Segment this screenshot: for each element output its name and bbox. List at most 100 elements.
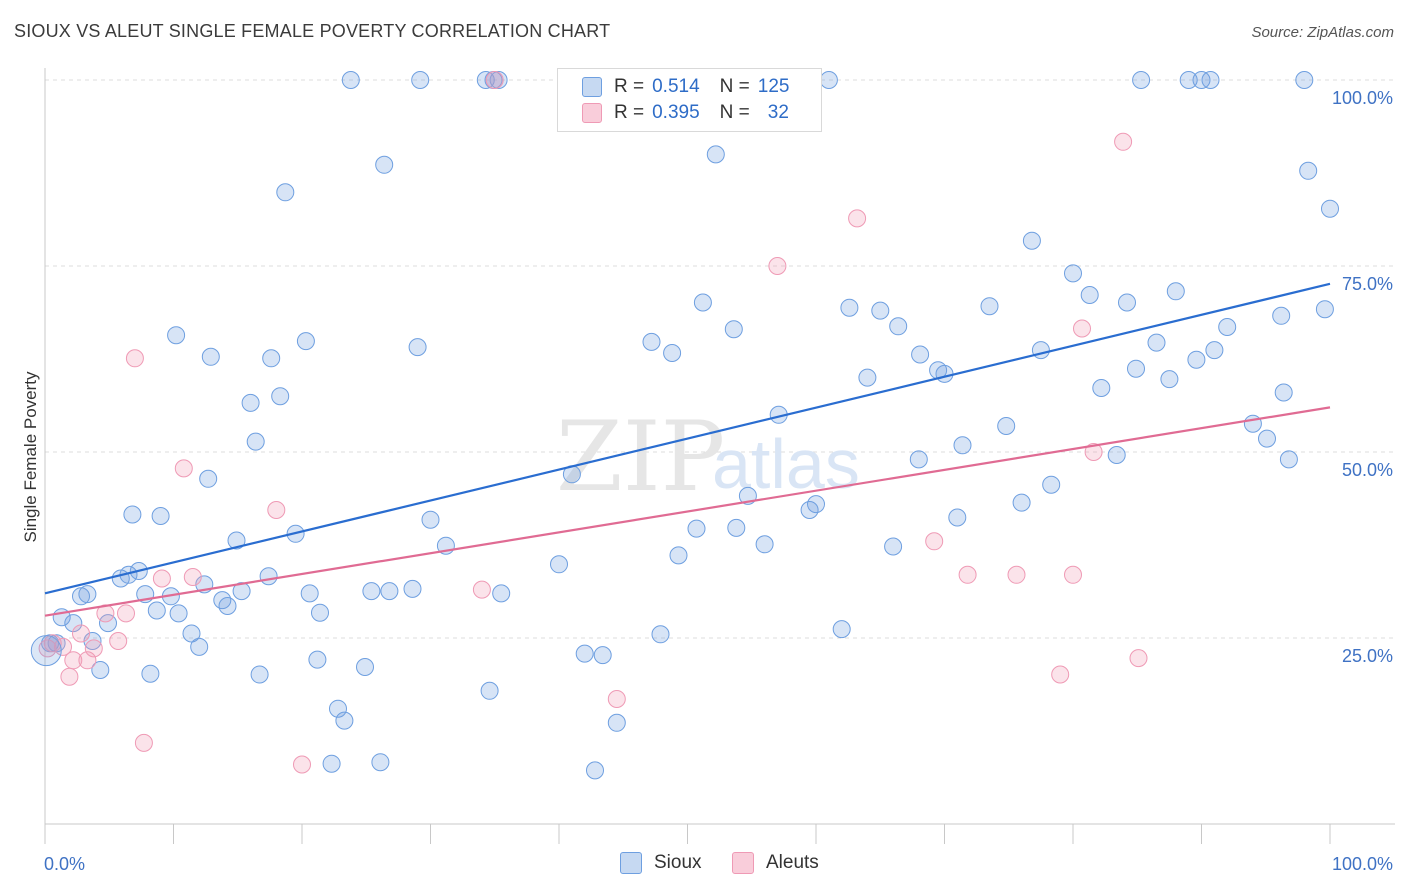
data-point-sioux xyxy=(78,585,97,604)
data-point-sioux xyxy=(190,637,209,656)
data-point-sioux xyxy=(489,71,508,89)
tick-labels: 25.0% 50.0% 75.0% 100.0% 0.0% 100.0% xyxy=(44,88,1393,874)
data-point-sioux xyxy=(246,432,265,451)
data-point-sioux xyxy=(1279,450,1298,469)
watermark-atlas: atlas xyxy=(712,425,860,503)
data-point-aleuts xyxy=(125,349,144,368)
data-point-sioux xyxy=(335,711,354,730)
y-axis-label: Single Female Poverty xyxy=(21,371,40,543)
data-point-aleuts xyxy=(84,639,103,658)
data-point-sioux xyxy=(1022,231,1041,250)
data-point-sioux xyxy=(1107,446,1126,464)
data-point-sioux xyxy=(1042,475,1061,494)
data-point-sioux xyxy=(227,531,246,550)
legend-n-value-sioux: 125 xyxy=(757,76,790,97)
data-point-sioux xyxy=(296,332,315,351)
data-point-sioux xyxy=(1064,264,1082,283)
data-point-aleuts xyxy=(117,604,135,623)
data-point-sioux xyxy=(30,635,62,667)
data-point-sioux xyxy=(1299,161,1318,180)
data-point-aleuts xyxy=(607,690,626,708)
data-point-sioux xyxy=(693,293,712,312)
data-point-sioux xyxy=(403,579,422,598)
data-point-aleuts xyxy=(134,733,153,752)
data-point-aleuts xyxy=(1007,565,1026,584)
data-point-aleuts xyxy=(78,651,97,670)
data-point-sioux xyxy=(1166,282,1185,301)
data-point-sioux xyxy=(311,603,329,622)
data-point-sioux xyxy=(322,754,341,773)
data-point-sioux xyxy=(375,155,394,174)
data-point-sioux xyxy=(213,591,232,610)
data-point-aleuts xyxy=(1114,132,1133,151)
data-point-sioux xyxy=(151,507,170,525)
chart-title: SIOUX VS ALEUT SINGLE FEMALE POVERTY COR… xyxy=(14,21,611,41)
data-point-sioux xyxy=(909,450,928,469)
data-point-aleuts xyxy=(472,580,491,599)
data-point-sioux xyxy=(421,510,440,529)
data-point-sioux xyxy=(1295,71,1314,89)
data-point-sioux xyxy=(586,761,604,780)
data-point-sioux xyxy=(840,298,859,317)
data-point-aleuts xyxy=(293,755,311,774)
data-point-sioux xyxy=(1315,300,1334,319)
data-point-sioux xyxy=(169,604,188,623)
data-point-sioux xyxy=(1080,286,1099,304)
data-point-sioux xyxy=(341,71,360,89)
data-point-sioux xyxy=(1205,341,1224,360)
data-point-aleuts xyxy=(1129,649,1148,668)
bottom-legend-label-sioux: Sioux xyxy=(654,852,702,873)
data-point-aleuts xyxy=(72,624,90,643)
x-tick-label-end: 100.0% xyxy=(1332,854,1393,874)
data-point-sioux xyxy=(663,344,682,362)
data-point-sioux xyxy=(250,665,269,684)
data-point-sioux xyxy=(1274,383,1293,402)
bottom-legend-swatch-sioux xyxy=(620,852,642,874)
data-point-sioux xyxy=(1092,379,1111,397)
data-point-sioux xyxy=(182,624,201,643)
data-point-sioux xyxy=(935,364,954,383)
data-point-sioux xyxy=(1243,414,1262,433)
data-point-sioux xyxy=(1012,493,1031,512)
legend-n-value-aleuts: 32 xyxy=(767,102,789,123)
data-point-sioux xyxy=(1118,293,1136,312)
legend-r-value-sioux: 0.514 xyxy=(652,76,700,97)
data-point-sioux xyxy=(1147,333,1166,352)
data-point-sioux xyxy=(651,625,670,644)
data-point-aleuts xyxy=(485,71,504,89)
data-point-aleuts xyxy=(1073,319,1091,338)
trend-line-aleuts xyxy=(44,406,1331,617)
data-point-sioux xyxy=(1272,306,1291,325)
data-point-sioux xyxy=(980,297,999,316)
legend-n-label: N = xyxy=(719,76,750,97)
data-point-sioux xyxy=(1179,71,1198,89)
data-point-aleuts xyxy=(152,569,171,588)
data-point-aleuts xyxy=(109,632,128,650)
data-point-sioux xyxy=(593,646,612,665)
data-point-sioux xyxy=(259,567,278,586)
data-point-sioux xyxy=(1258,429,1276,448)
legend-swatch-aleuts xyxy=(582,103,602,123)
data-point-sioux xyxy=(642,332,661,351)
data-point-sioux xyxy=(147,601,166,620)
data-point-aleuts xyxy=(768,257,787,275)
y-tick-label: 25.0% xyxy=(1342,646,1393,666)
data-point-sioux xyxy=(300,584,319,603)
data-point-aleuts xyxy=(1084,443,1103,461)
data-point-sioux xyxy=(123,505,142,524)
legend-box: R = 0.514 N = 125 R = 0.395 N = 32 xyxy=(557,68,822,132)
legend-r-label: R = xyxy=(614,102,645,123)
bottom-legend-sioux: Sioux xyxy=(620,852,702,874)
data-point-sioux xyxy=(64,614,83,633)
data-point-sioux xyxy=(380,582,399,601)
data-point-sioux xyxy=(1218,318,1237,336)
legend-row-aleuts: R = 0.395 N = 32 xyxy=(582,100,789,126)
data-point-sioux xyxy=(884,537,903,556)
data-point-aleuts xyxy=(267,501,286,519)
data-point-sioux xyxy=(575,644,594,663)
source-label: Source: ZipAtlas.com xyxy=(1251,24,1394,41)
legend-r-value-aleuts: 0.395 xyxy=(652,102,700,123)
data-point-sioux xyxy=(889,317,908,336)
data-point-sioux xyxy=(271,387,290,406)
